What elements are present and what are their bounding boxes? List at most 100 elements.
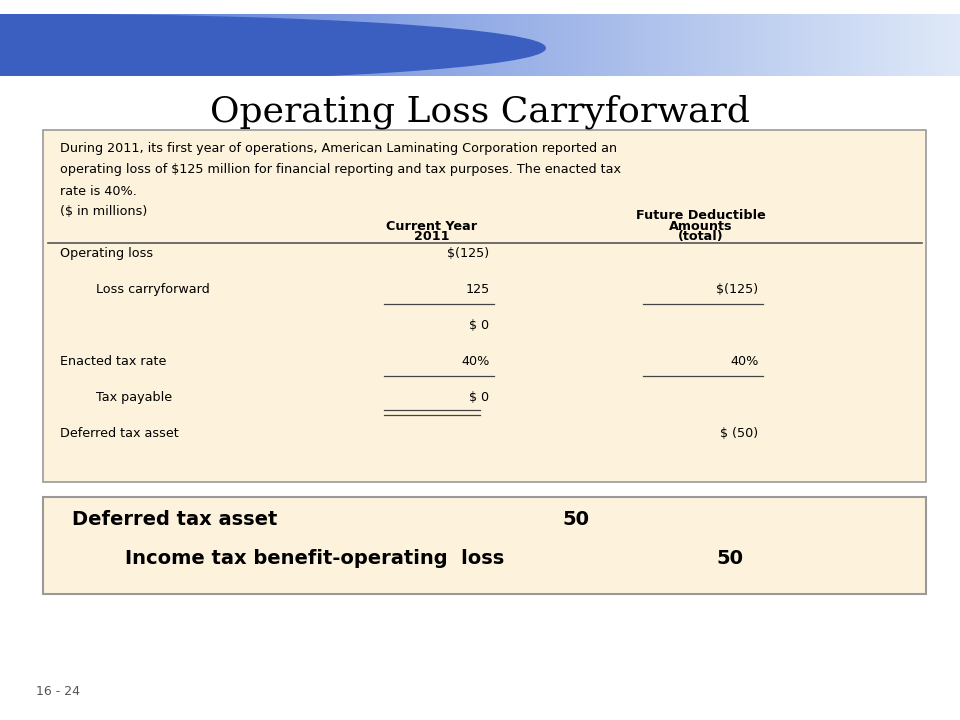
Bar <box>494 14 499 76</box>
Bar <box>154 14 158 76</box>
Text: Operating loss: Operating loss <box>60 247 154 260</box>
Bar <box>19 14 24 76</box>
Circle shape <box>0 14 545 82</box>
Bar <box>542 14 547 76</box>
Bar <box>418 14 422 76</box>
Bar <box>221 14 226 76</box>
Bar <box>230 14 235 76</box>
Bar <box>821 14 826 76</box>
Bar <box>883 14 888 76</box>
Bar <box>816 14 821 76</box>
Text: Deferred tax asset: Deferred tax asset <box>72 510 277 529</box>
Bar <box>317 14 322 76</box>
Text: Loss carryforward: Loss carryforward <box>96 283 209 296</box>
Bar <box>259 14 264 76</box>
Bar <box>854 14 859 76</box>
Bar <box>197 14 202 76</box>
Bar <box>298 14 302 76</box>
Bar <box>830 14 835 76</box>
Bar <box>101 14 106 76</box>
Bar <box>178 14 182 76</box>
Bar <box>778 14 782 76</box>
Bar <box>254 14 259 76</box>
Text: 40%: 40% <box>461 355 490 368</box>
Bar <box>888 14 893 76</box>
Bar <box>619 14 624 76</box>
Bar <box>62 14 67 76</box>
Bar <box>730 14 734 76</box>
Bar <box>643 14 648 76</box>
Bar <box>379 14 384 76</box>
Bar <box>269 14 274 76</box>
Bar <box>950 14 955 76</box>
Text: Amounts: Amounts <box>669 220 732 233</box>
Bar <box>206 14 211 76</box>
Bar <box>307 14 312 76</box>
Text: 125: 125 <box>466 283 490 296</box>
Bar <box>125 14 130 76</box>
Text: $ 0: $ 0 <box>469 319 490 332</box>
Bar <box>754 14 758 76</box>
Bar <box>538 14 542 76</box>
Bar <box>240 14 245 76</box>
Bar <box>912 14 917 76</box>
Text: Enacted tax rate: Enacted tax rate <box>60 355 167 368</box>
Bar <box>595 14 600 76</box>
Bar <box>326 14 331 76</box>
Bar <box>130 14 134 76</box>
Bar <box>312 14 317 76</box>
Bar <box>106 14 110 76</box>
Bar <box>629 14 634 76</box>
Text: Deferred tax asset: Deferred tax asset <box>60 427 180 440</box>
Bar <box>182 14 187 76</box>
Bar <box>245 14 250 76</box>
Bar <box>0 14 5 76</box>
Bar <box>782 14 787 76</box>
Bar <box>250 14 254 76</box>
Bar <box>187 14 192 76</box>
Bar <box>610 14 614 76</box>
Bar <box>946 14 950 76</box>
Bar <box>533 14 538 76</box>
Bar <box>869 14 874 76</box>
Bar <box>566 14 571 76</box>
Bar <box>86 14 91 76</box>
Bar <box>398 14 403 76</box>
Text: 40%: 40% <box>730 355 758 368</box>
Bar <box>576 14 581 76</box>
Bar <box>278 14 283 76</box>
Bar <box>768 14 773 76</box>
Bar <box>466 14 470 76</box>
Bar <box>658 14 662 76</box>
Bar <box>826 14 830 76</box>
Bar <box>528 14 533 76</box>
Bar <box>53 14 58 76</box>
Bar <box>917 14 922 76</box>
Bar <box>470 14 475 76</box>
Bar <box>744 14 749 76</box>
Text: $ (50): $ (50) <box>720 427 758 440</box>
Bar <box>350 14 355 76</box>
Bar <box>571 14 576 76</box>
Bar <box>38 14 43 76</box>
Bar <box>845 14 850 76</box>
Bar <box>720 14 725 76</box>
Bar <box>432 14 437 76</box>
Bar <box>600 14 605 76</box>
Bar <box>792 14 797 76</box>
Bar <box>523 14 528 76</box>
Bar <box>365 14 370 76</box>
Bar <box>341 14 346 76</box>
Bar <box>96 14 101 76</box>
Bar <box>58 14 62 76</box>
Bar <box>811 14 816 76</box>
Bar <box>590 14 595 76</box>
Bar <box>437 14 442 76</box>
Bar <box>864 14 869 76</box>
Bar <box>706 14 710 76</box>
Bar <box>485 14 490 76</box>
Bar <box>192 14 197 76</box>
Bar <box>446 14 451 76</box>
Bar <box>490 14 494 76</box>
Bar <box>763 14 768 76</box>
